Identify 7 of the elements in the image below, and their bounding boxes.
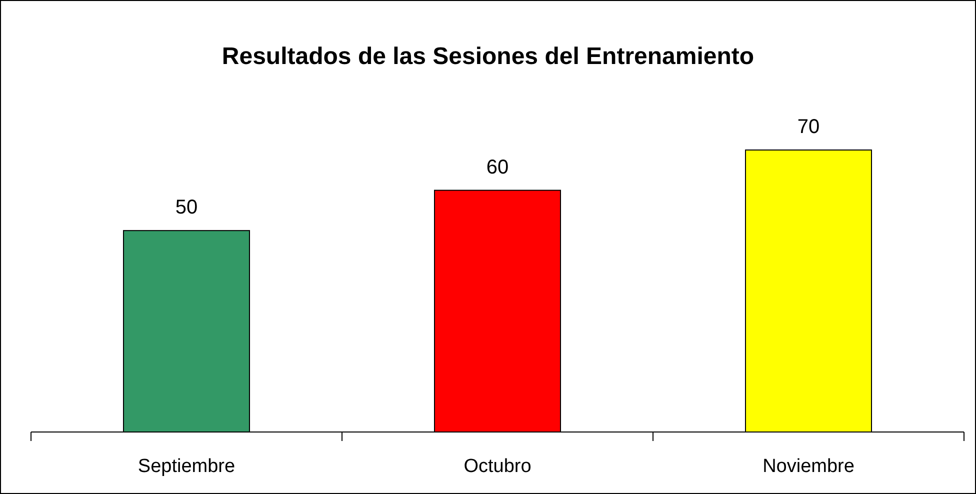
x-tick-label: Septiembre (138, 456, 236, 477)
data-label: 50 (175, 196, 198, 219)
data-label: 70 (797, 116, 820, 138)
chart-title: Resultados de las Sesiones del Entrenamiento (222, 43, 754, 70)
x-tick-label: Noviembre (762, 456, 854, 477)
data-label: 60 (486, 156, 509, 178)
x-tick-label: Octubro (464, 456, 532, 477)
